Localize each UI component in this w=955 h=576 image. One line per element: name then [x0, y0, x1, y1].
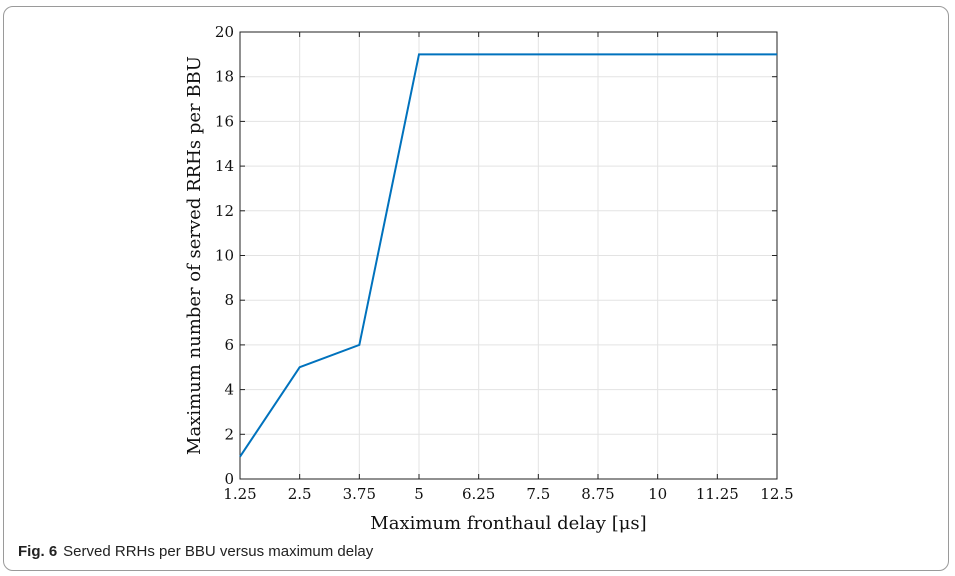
x-tick-label: 11.25	[696, 485, 739, 503]
x-tick-label: 3.75	[343, 485, 376, 503]
y-tick-label: 18	[215, 68, 234, 86]
series-line	[239, 53, 777, 458]
x-tick-label: 1.25	[223, 485, 256, 503]
y-tick-label: 20	[215, 23, 234, 41]
y-tick-label: 12	[215, 202, 234, 220]
x-tick-label: 8.75	[581, 485, 614, 503]
y-axis-label: Maximum number of served RRHs per BBU	[184, 56, 205, 455]
x-tick-label: 10	[648, 485, 667, 503]
y-tick-label: 10	[215, 247, 234, 265]
grid-lines	[239, 31, 778, 480]
caption-text: Served RRHs per BBU versus maximum delay	[63, 543, 374, 560]
x-tick-label: 12.5	[760, 485, 793, 503]
x-tick-label: 2.5	[288, 485, 312, 503]
y-tick-label: 2	[224, 425, 234, 443]
y-tick-label: 8	[224, 291, 234, 309]
y-tick-label: 0	[224, 470, 234, 488]
y-tick-label: 6	[224, 336, 234, 354]
y-tick-label: 14	[215, 157, 234, 175]
series-group	[239, 53, 778, 458]
x-tick-label: 7.5	[526, 485, 550, 503]
figure-frame	[3, 6, 949, 571]
x-tick-label: 5	[414, 485, 424, 503]
axis-ticks: 1.25 2.5 3.75 5 6.25 7.5 8.75 10 11.25 12.5 0 2 4 6 8 1…	[215, 23, 794, 503]
y-tick-label: 4	[224, 381, 234, 399]
x-axis-label: Maximum fronthaul delay [μs]	[370, 513, 646, 534]
figure-caption: Fig. 6 Served RRHs per BBU versus maximum…	[18, 543, 373, 560]
figure-number: Fig. 6	[18, 543, 58, 560]
x-tick-label: 6.25	[462, 485, 495, 503]
y-tick-label: 16	[215, 112, 234, 130]
